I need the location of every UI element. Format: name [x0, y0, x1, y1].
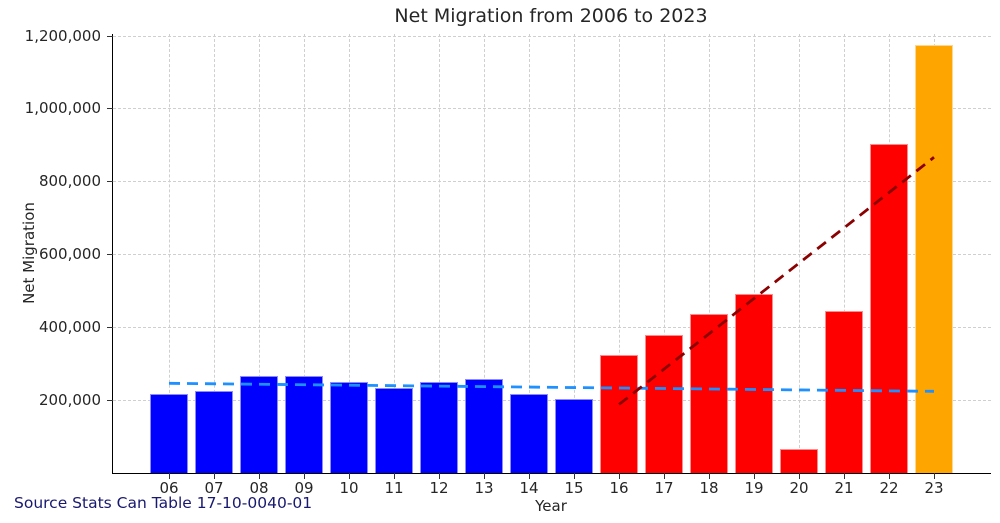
bar-13: [465, 378, 503, 473]
vertical-gridline: [169, 34, 170, 473]
x-tick-mark: [619, 473, 620, 479]
source-note: Source Stats Can Table 17-10-0040-01: [14, 494, 313, 512]
x-tick-mark: [844, 473, 845, 479]
y-tick-mark: [107, 400, 113, 402]
x-tick-label: 21: [834, 479, 854, 497]
x-tick-label: 14: [519, 479, 539, 497]
y-tick-mark: [107, 254, 113, 256]
plot-area: 200,000 400,000 600,000 800,000 1,000,000 1,2…: [25, 27, 991, 497]
x-tick-label: 13: [474, 479, 494, 497]
x-tick-mark: [214, 473, 215, 479]
horizontal-gridline: [113, 108, 991, 110]
x-tick-label: 22: [879, 479, 899, 497]
x-tick-mark: [439, 473, 440, 479]
x-tick-mark: [709, 473, 710, 479]
x-tick-mark: [529, 473, 530, 479]
chart-title: Net Migration from 2006 to 2023: [394, 5, 708, 27]
x-tick-mark: [664, 473, 665, 479]
x-tick-mark: [259, 473, 260, 479]
x-tick-label: 15: [564, 479, 584, 497]
vertical-gridline: [664, 34, 665, 473]
bar-18: [690, 313, 728, 473]
x-tick-mark: [934, 473, 935, 479]
vertical-gridline: [844, 34, 845, 473]
horizontal-gridline: [113, 181, 991, 183]
horizontal-gridline: [113, 400, 991, 402]
x-tick-label: 11: [384, 479, 404, 497]
blue-bars-trend-line: [168, 381, 935, 393]
x-tick-label: 23: [924, 479, 944, 497]
bar-23: [915, 44, 953, 473]
x-tick-label: 18: [699, 479, 719, 497]
horizontal-gridline: [113, 35, 991, 37]
y-tick-label: 1,200,000: [24, 26, 101, 45]
vertical-gridline: [754, 34, 755, 473]
y-tick-label: 600,000: [38, 245, 101, 264]
vertical-gridline: [214, 34, 215, 473]
y-tick-mark: [107, 181, 113, 183]
horizontal-gridline: [113, 254, 991, 256]
bar-19: [735, 293, 773, 473]
horizontal-gridline: [113, 327, 991, 329]
vertical-gridline: [709, 34, 710, 473]
bar-12: [420, 381, 458, 473]
bar-16: [600, 354, 638, 473]
vertical-gridline: [529, 34, 530, 473]
x-tick-mark: [484, 473, 485, 479]
y-tick-mark: [107, 35, 113, 37]
bar-11: [375, 387, 413, 473]
x-axis-label: Year: [535, 497, 567, 515]
vertical-gridline: [574, 34, 575, 473]
bar-20: [780, 449, 818, 473]
y-tick-label: 400,000: [38, 318, 101, 337]
vertical-gridline: [394, 34, 395, 473]
x-tick-label: 12: [429, 479, 449, 497]
x-tick-label: 17: [654, 479, 674, 497]
x-tick-label: 10: [339, 479, 359, 497]
x-tick-mark: [574, 473, 575, 479]
trend-lines-layer: [168, 156, 935, 406]
bar-06: [150, 393, 188, 473]
x-tick-label: 07: [204, 479, 224, 497]
x-tick-label: 09: [294, 479, 314, 497]
bar-07: [195, 390, 233, 473]
y-tick-mark: [107, 108, 113, 110]
vertical-gridline: [259, 34, 260, 473]
bar-15: [555, 399, 593, 473]
bar-22: [870, 143, 908, 473]
bar-10: [330, 381, 368, 473]
x-tick-label: 08: [249, 479, 269, 497]
x-tick-label: 19: [744, 479, 764, 497]
vertical-gridline: [799, 34, 800, 473]
y-tick-label: 1,000,000: [24, 99, 101, 118]
vertical-gridline: [349, 34, 350, 473]
x-tick-mark: [349, 473, 350, 479]
vertical-gridline: [304, 34, 305, 473]
x-tick-label: 16: [609, 479, 629, 497]
bar-09: [285, 375, 323, 473]
x-tick-mark: [889, 473, 890, 479]
x-tick-mark: [754, 473, 755, 479]
vertical-gridline: [484, 34, 485, 473]
x-tick-mark: [799, 473, 800, 479]
y-tick-label: 200,000: [38, 391, 101, 410]
y-tick-mark: [107, 327, 113, 329]
vertical-gridline: [439, 34, 440, 473]
vertical-gridline: [619, 34, 620, 473]
x-tick-label: 20: [789, 479, 809, 497]
red-bars-trend-line: [618, 156, 935, 406]
bar-08: [240, 375, 278, 473]
x-tick-mark: [169, 473, 170, 479]
x-tick-mark: [394, 473, 395, 479]
x-tick-label: 06: [159, 479, 179, 497]
y-tick-label: 800,000: [38, 172, 101, 191]
x-tick-mark: [304, 473, 305, 479]
bar-14: [510, 393, 548, 473]
